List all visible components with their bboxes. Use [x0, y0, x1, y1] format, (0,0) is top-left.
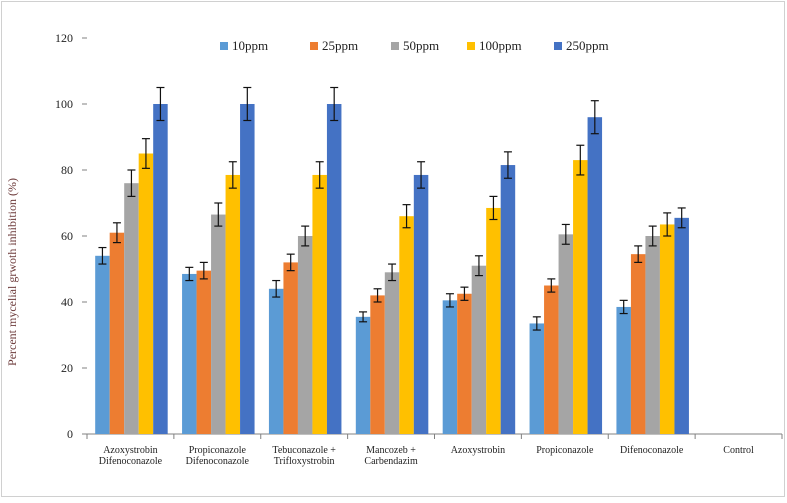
bar-100ppm: [486, 207, 501, 434]
legend-swatch-25ppm: [310, 42, 318, 50]
bar-25ppm: [630, 254, 646, 434]
bar-25ppm: [370, 295, 385, 434]
legend-swatch-10ppm: [220, 42, 228, 50]
bar-25ppm: [544, 285, 559, 434]
y-tick-label: 20: [61, 361, 73, 375]
bar-50ppm: [645, 236, 660, 434]
legend-label-50ppm: 50ppm: [403, 38, 439, 53]
y-axis-label: Percent mycelial grwoth inhibition (%): [5, 178, 19, 366]
y-tick-label: 100: [55, 97, 73, 111]
bar-50ppm: [558, 234, 574, 434]
legend: 10ppm 25ppm 50ppm 100ppm 250ppm: [220, 38, 609, 53]
legend-label-25ppm: 25ppm: [322, 38, 358, 53]
legend-label-10ppm: 10ppm: [232, 38, 268, 53]
bar-250ppm: [500, 165, 516, 435]
legend-label-100ppm: 100ppm: [479, 38, 522, 53]
bar-50ppm: [384, 272, 400, 434]
legend-swatch-50ppm: [391, 42, 399, 50]
bar-50ppm: [211, 214, 226, 434]
x-tick-label: Control: [723, 445, 754, 456]
y-axis: 0 20 40 60 80 100 120: [55, 31, 87, 441]
x-tick-label: Tebuconazole +: [272, 445, 336, 456]
bar-100ppm: [138, 153, 154, 434]
bars: [95, 86, 689, 435]
bar-25ppm: [196, 270, 212, 434]
x-axis: AzoxystrobinDifenoconazolePropiconazoleD…: [86, 433, 783, 467]
x-tick-label: Difenoconazole: [99, 456, 163, 467]
bar-250ppm: [587, 117, 603, 434]
bar-10ppm: [182, 273, 197, 434]
y-tick-label: 40: [61, 295, 73, 309]
x-tick-label: Azoxystrobin: [103, 445, 157, 456]
x-tick-label: Azoxystrobin: [451, 445, 505, 456]
bar-250ppm: [674, 217, 689, 434]
bar-10ppm: [529, 323, 545, 434]
bar-100ppm: [312, 174, 327, 434]
bar-10ppm: [442, 300, 458, 434]
bar-250ppm: [240, 104, 255, 434]
bar-100ppm: [225, 174, 241, 434]
bar-100ppm: [573, 160, 588, 434]
bar-10ppm: [95, 255, 110, 434]
bar-50ppm: [471, 265, 487, 434]
bar-250ppm: [153, 104, 168, 434]
bar-50ppm: [124, 183, 139, 434]
bar-25ppm: [283, 262, 298, 434]
bar-10ppm: [616, 306, 631, 434]
legend-label-250ppm: 250ppm: [566, 38, 609, 53]
y-tick-label: 120: [55, 31, 73, 45]
legend-swatch-250ppm: [554, 42, 562, 50]
x-tick-label: Propiconazole: [536, 445, 594, 456]
bar-50ppm: [297, 236, 313, 434]
y-tick-label: 80: [61, 163, 73, 177]
x-tick-label: Difenoconazole: [620, 445, 684, 456]
bar-10ppm: [268, 288, 284, 434]
y-tick-label: 60: [61, 229, 73, 243]
x-tick-label: Trifloxystrobin: [274, 456, 335, 467]
x-tick-label: Propiconazole: [189, 445, 247, 456]
bar-10ppm: [355, 316, 371, 434]
bar-100ppm: [659, 224, 675, 434]
x-tick-label: Difenoconazole: [186, 456, 250, 467]
x-tick-label: Mancozeb +: [366, 445, 416, 456]
y-tick-label: 0: [67, 427, 73, 441]
bar-100ppm: [399, 216, 414, 434]
bar-25ppm: [457, 293, 472, 434]
legend-swatch-100ppm: [467, 42, 475, 50]
bar-250ppm: [326, 104, 342, 434]
x-tick-label: Carbendazim: [364, 456, 418, 467]
bar-25ppm: [109, 232, 125, 434]
bar-250ppm: [413, 174, 429, 434]
